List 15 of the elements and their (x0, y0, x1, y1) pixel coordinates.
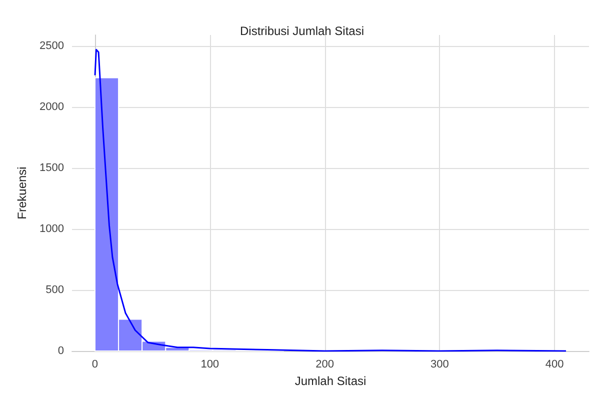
x-tick-label: 100 (200, 358, 220, 370)
x-tick-label: 200 (316, 358, 334, 370)
y-tick-label: 2000 (40, 100, 64, 113)
x-tick-label: 300 (430, 358, 449, 370)
y-tick-label: 2500 (40, 40, 64, 52)
x-axis-title: Jumlah Sitasi (294, 374, 366, 388)
x-tick-label: 0 (92, 358, 98, 370)
y-tick-label: 0 (58, 345, 64, 357)
y-axis-title: Frekuensi (15, 166, 29, 220)
y-tick-label: 500 (46, 284, 64, 296)
chart-title: Distribusi Jumlah Sitasi (240, 24, 364, 38)
y-tick-label: 1000 (40, 222, 64, 235)
x-tick-label: 400 (545, 358, 564, 370)
y-tick-label: 1500 (40, 162, 64, 174)
line-series (94, 48, 567, 352)
